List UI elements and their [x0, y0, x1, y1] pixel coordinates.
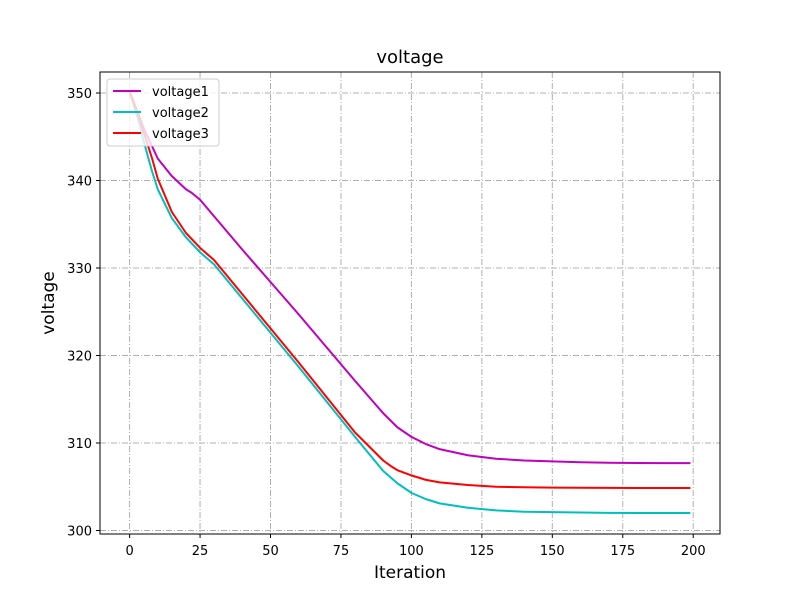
y-tick-label: 340 — [67, 175, 92, 190]
plot-frame — [99, 71, 721, 535]
x-tick-label: 0 — [125, 544, 133, 559]
x-tick-label: 200 — [681, 544, 706, 559]
y-tick-label: 330 — [67, 262, 92, 277]
x-tick-label: 125 — [469, 544, 494, 559]
legend-label-voltage3: voltage3 — [152, 127, 209, 142]
x-tick-label: 175 — [610, 544, 635, 559]
x-tick-label: 50 — [262, 544, 279, 559]
y-tick-label: 350 — [67, 87, 92, 102]
y-tick-label: 320 — [67, 350, 92, 365]
x-tick-label: 100 — [399, 544, 424, 559]
series-line-voltage3 — [128, 90, 691, 490]
legend-label-voltage2: voltage2 — [152, 106, 209, 121]
y-tick-label: 300 — [67, 525, 92, 540]
ticks: 0 25 50 75 100 125 150 175 200 300 310 320 330 340 350 — [67, 87, 705, 559]
chart-title: voltage — [376, 47, 443, 68]
legend-label-voltage1: voltage1 — [152, 85, 209, 100]
y-tick-label: 310 — [67, 437, 92, 452]
legend: voltage1 voltage2 voltage3 — [106, 78, 220, 147]
x-tick-label: 150 — [540, 544, 565, 559]
grid — [100, 72, 720, 534]
series-layer — [128, 90, 691, 514]
y-axis-label: voltage — [39, 271, 59, 335]
x-axis-label: Iteration — [374, 563, 446, 583]
x-tick-label: 25 — [192, 544, 209, 559]
x-tick-label: 75 — [333, 544, 350, 559]
series-line-voltage2 — [128, 90, 691, 514]
legend-box — [106, 78, 220, 147]
series-line-voltage1 — [128, 90, 691, 465]
